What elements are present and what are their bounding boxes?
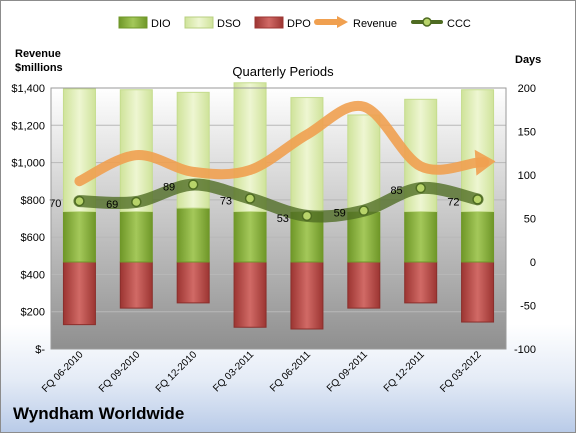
category-label: FQ 03-2012 [438, 349, 484, 395]
company-name: Wyndham Worldwide [13, 404, 185, 423]
bar-dio [347, 211, 381, 263]
bar-dpo [347, 261, 381, 309]
legend-swatch-ccc-marker [422, 17, 432, 27]
category-labels: FQ 06-2010 FQ 09-2010 FQ 12-2010 FQ 03-2011… [40, 349, 484, 395]
revenue-arrowhead [474, 149, 496, 176]
category-label: FQ 06-2010 [40, 349, 86, 395]
legend-label-revenue: Revenue [353, 18, 397, 30]
bars [62, 82, 495, 330]
bar-dpo [290, 261, 324, 330]
bar-dio [404, 211, 438, 263]
ccc-data-label: 70 [49, 198, 61, 210]
bar-dpo [233, 261, 267, 328]
legend-label-ccc: CCC [447, 18, 471, 30]
legend: DIO DSO DPO Revenue CCC [118, 16, 471, 30]
right-axis: -100 -50 0 50 100 150 200 [514, 83, 536, 356]
right-axis-tick-label: 150 [518, 127, 536, 139]
category-label: FQ 12-2010 [154, 349, 200, 395]
revenue-series [74, 100, 496, 187]
right-axis-tick-label: -50 [520, 301, 536, 313]
right-axis-tick-label: 200 [518, 83, 536, 95]
ccc-series: 70 69 89 73 53 59 85 72 [49, 178, 484, 225]
left-axis-tick-label: $600 [21, 232, 45, 244]
bar-dio [119, 211, 153, 263]
legend-item-ccc: CCC [411, 17, 471, 30]
legend-swatch-dpo [254, 16, 284, 29]
legend-item-dio: DIO [118, 16, 171, 30]
category-label: FQ 03-2011 [211, 349, 256, 394]
ccc-data-label: 59 [334, 208, 346, 220]
bar-dio [233, 211, 267, 263]
left-axis-tick-label: $1,000 [11, 158, 45, 170]
legend-label-dpo: DPO [287, 18, 311, 30]
legend-item-revenue: Revenue [314, 16, 397, 30]
bar-dio [62, 211, 96, 263]
bar-dpo [119, 261, 153, 309]
right-axis-tick-label: 50 [524, 214, 536, 226]
left-axis-title-line1: Revenue [15, 48, 61, 60]
bar-dpo [62, 261, 96, 326]
category-label: FQ 12-2011 [382, 349, 427, 394]
right-axis-title: Days [515, 54, 541, 66]
left-axis-tick-label: $- [35, 344, 45, 356]
right-axis-tick-label: 100 [518, 170, 536, 182]
plot-border [50, 87, 507, 350]
ccc-data-label: 69 [106, 199, 118, 211]
left-axis-tick-label: $1,200 [11, 120, 45, 132]
ccc-marker [244, 193, 256, 204]
ccc-marker [358, 205, 370, 216]
bar-dio [176, 207, 210, 263]
ccc-marker [74, 195, 85, 207]
ccc-data-label: 89 [163, 182, 175, 194]
ccc-marker [301, 210, 313, 222]
legend-item-dpo: DPO [254, 16, 311, 30]
right-axis-tick-label: -100 [514, 344, 536, 356]
ccc-data-label: 53 [277, 213, 289, 225]
bar-dio [461, 211, 495, 263]
ccc-marker [187, 179, 199, 190]
left-axis-tick-label: $1,400 [11, 83, 45, 95]
ccc-marker [131, 196, 142, 208]
legend-swatch-dso [184, 16, 214, 29]
bar-dpo [404, 261, 438, 304]
bar-dso [347, 114, 381, 213]
revenue-line [74, 100, 490, 187]
left-axis-tick-label: $800 [21, 195, 45, 207]
left-axis-tick-label: $400 [21, 269, 45, 281]
legend-swatch-dio [118, 16, 148, 29]
legend-label-dio: DIO [151, 18, 171, 30]
ccc-data-label: 72 [447, 196, 459, 208]
ccc-data-label: 73 [220, 195, 232, 207]
left-axis: $- $200 $400 $600 $800 $1,000 $1,200 $1,400 [11, 83, 45, 356]
bar-dso [290, 97, 324, 213]
right-axis-tick-label: 0 [530, 257, 536, 269]
category-label: FQ 06-2011 [268, 349, 313, 394]
chart-title: Quarterly Periods [232, 64, 334, 79]
bar-dso [62, 88, 96, 213]
ccc-data-label: 85 [390, 185, 402, 197]
legend-item-dso: DSO [184, 16, 241, 30]
ccc-marker [415, 182, 426, 194]
bar-dpo [176, 261, 210, 304]
left-axis-tick-label: $200 [21, 307, 45, 319]
ccc-marker [472, 194, 483, 205]
category-label: FQ 09-2011 [325, 349, 370, 394]
category-label: FQ 09-2010 [97, 349, 143, 395]
left-axis-title-line2: $millions [15, 62, 63, 74]
bar-dpo [461, 261, 495, 323]
legend-swatch-revenue-arrow [337, 16, 348, 28]
legend-label-dso: DSO [217, 18, 241, 30]
